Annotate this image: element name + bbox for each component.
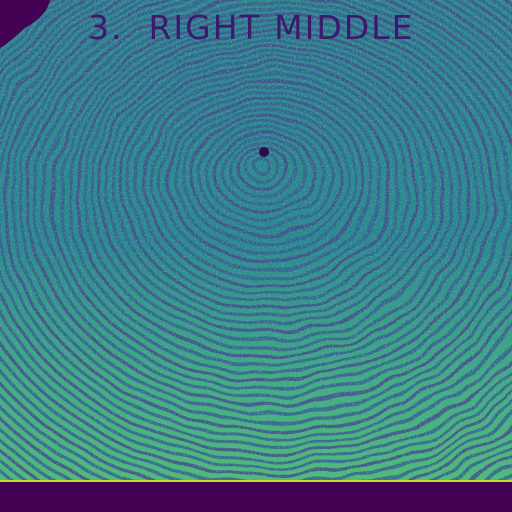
core-dot <box>259 147 269 157</box>
texture <box>0 0 512 480</box>
bottom-bar <box>0 482 512 512</box>
finger-label: 3. RIGHT MIDDLE <box>88 8 414 47</box>
corner-blob <box>0 0 50 48</box>
edge-line <box>0 480 512 482</box>
